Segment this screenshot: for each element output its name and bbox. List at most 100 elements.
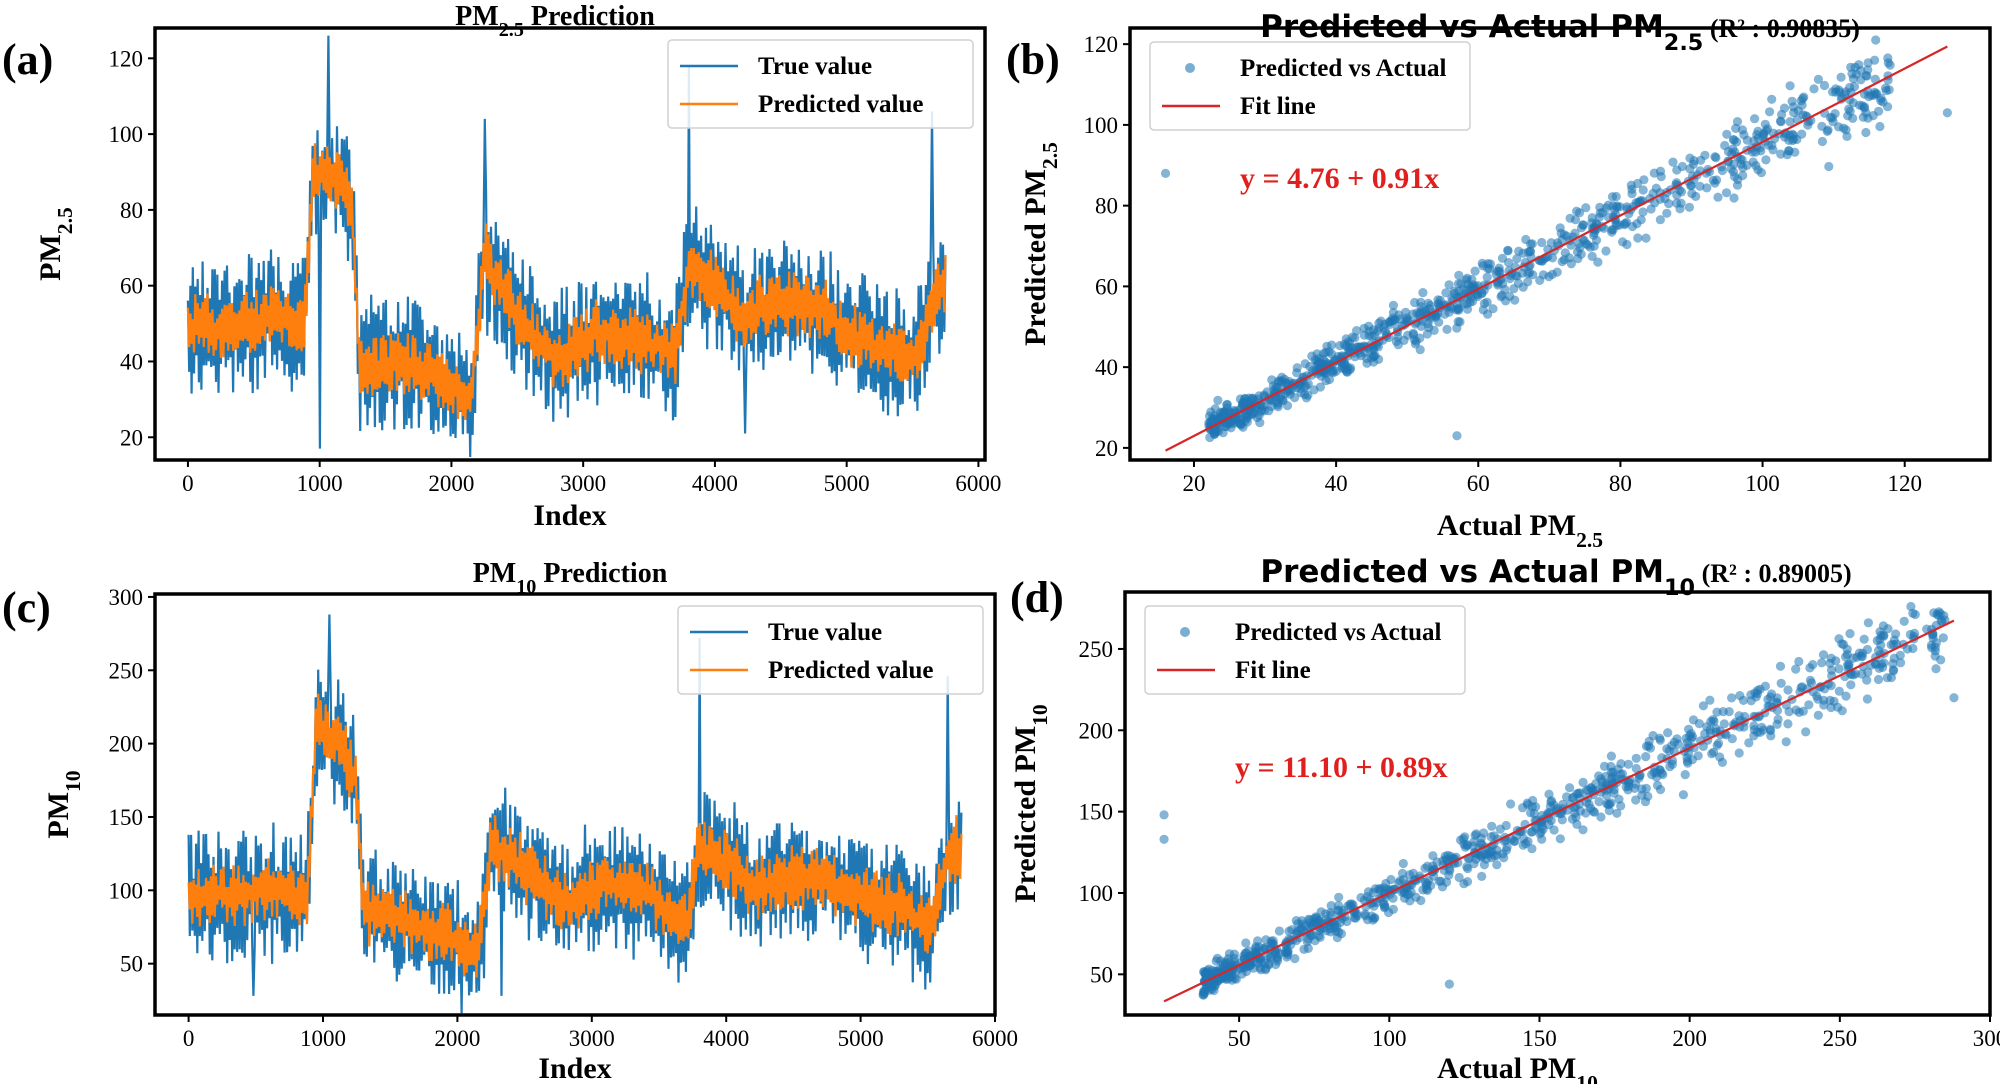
scatter-point — [1444, 979, 1454, 989]
panel-label: (a) — [2, 35, 53, 84]
panel-label: (d) — [1010, 573, 1064, 622]
scatter-point — [1651, 768, 1662, 778]
scatter-point — [1368, 887, 1378, 898]
scatter-point — [1826, 702, 1836, 713]
scatter-point — [1722, 129, 1732, 139]
scatter-point — [1607, 227, 1617, 237]
legend-box — [1144, 605, 1466, 695]
scatter-point — [1594, 797, 1604, 807]
scatter-point — [1695, 181, 1705, 191]
scatter-point — [1631, 763, 1641, 774]
scatter-point — [1581, 203, 1591, 213]
scatter-point — [1644, 741, 1654, 751]
scatter-point — [1616, 801, 1626, 811]
scatter-point — [1395, 876, 1405, 886]
scatter-point — [1627, 189, 1637, 199]
fit-line — [1165, 45, 1948, 452]
scatter-point — [1822, 126, 1832, 136]
scatter-point — [1618, 237, 1628, 247]
scatter-point — [1342, 916, 1352, 927]
scatter-point — [1899, 616, 1909, 626]
scatter-point — [1321, 376, 1331, 386]
scatter-point — [1676, 187, 1687, 197]
scatter-point — [1512, 254, 1522, 264]
scatter-point — [1727, 693, 1737, 703]
scatter-point — [1655, 785, 1666, 795]
x-tick-label: 80 — [1609, 471, 1632, 496]
plot-area-b — [1160, 35, 1952, 452]
scatter-point — [1410, 339, 1420, 349]
x-axis-label-part: Actual PM — [1437, 1052, 1576, 1084]
chart-title-part: 10 — [1664, 575, 1695, 601]
scatter-point — [1641, 233, 1651, 243]
x-tick-label: 5000 — [824, 471, 870, 496]
scatter-point — [1761, 155, 1771, 165]
scatter-point — [1783, 719, 1793, 729]
scatter-point — [1599, 761, 1610, 772]
scatter-point — [1393, 332, 1403, 342]
scatter-point — [1352, 326, 1362, 336]
chart-title-part: 2.5 — [1664, 30, 1704, 56]
scatter-point — [1609, 785, 1619, 795]
x-axis-label: Index — [533, 499, 606, 532]
scatter-point — [1631, 779, 1641, 789]
scatter-point — [1896, 658, 1906, 668]
y-tick-label: 100 — [1079, 881, 1114, 906]
scatter-point — [1502, 842, 1512, 852]
legend-entry: True value — [758, 53, 872, 80]
scatter-point — [1876, 640, 1886, 650]
legend-swatch — [1185, 63, 1195, 73]
scatter-point — [1834, 87, 1844, 97]
scatter-point — [1596, 812, 1606, 822]
y-tick-label: 20 — [120, 425, 143, 450]
y-tick-label: 60 — [1095, 274, 1118, 299]
scatter-point — [1603, 800, 1613, 810]
scatter-point — [1621, 782, 1631, 792]
scatter-point — [1833, 702, 1843, 712]
y-tick-label: 150 — [109, 805, 144, 830]
chart-title: Predicted vs Actual PM10 (R² : 0.89005) — [1260, 554, 1851, 601]
x-axis-label-part: 2.5 — [1576, 528, 1603, 552]
scatter-point — [1402, 889, 1412, 900]
scatter-point — [1572, 819, 1582, 830]
y-axis-label: PM2.5 — [34, 207, 77, 281]
fit-line — [1163, 619, 1955, 1003]
scatter-point — [1453, 303, 1463, 313]
scatter-point — [1926, 640, 1936, 650]
axes-frame — [153, 26, 987, 462]
scatter-point — [1229, 405, 1239, 416]
scatter-point — [1698, 701, 1708, 711]
scatter-point — [1859, 634, 1869, 644]
legend-entry: Predicted vs Actual — [1235, 619, 1442, 646]
scatter-point — [1787, 129, 1797, 139]
scatter-point — [1649, 168, 1659, 178]
scatter-point — [1776, 117, 1786, 127]
scatter-point — [1452, 431, 1462, 441]
y-axis-label-part: 10 — [61, 770, 85, 792]
x-tick-label: 5000 — [838, 1026, 884, 1051]
scatter-point — [1929, 608, 1939, 618]
y-axis-label: Predicted PM2.5 — [1019, 142, 1062, 346]
scatter-point — [1501, 296, 1511, 306]
scatter-point — [1838, 639, 1849, 650]
scatter-point — [1928, 633, 1938, 643]
scatter-point — [1492, 850, 1502, 860]
legend: True value Predicted value — [667, 39, 974, 129]
x-tick-label: 40 — [1325, 471, 1348, 496]
scatter-point — [1523, 247, 1533, 257]
scatter-point — [1583, 240, 1593, 250]
scatter-point — [1627, 221, 1638, 232]
scatter-point — [1931, 664, 1941, 674]
y-tick-label: 50 — [1090, 962, 1113, 987]
scatter-point — [1788, 102, 1799, 112]
scatter-point — [1776, 149, 1786, 159]
x-tick-label: 4000 — [692, 471, 738, 496]
scatter-point — [1796, 96, 1806, 106]
scatter-point — [1942, 108, 1952, 118]
series-predicted-value-line — [187, 693, 963, 978]
scatter-point — [1806, 678, 1817, 688]
scatter-point — [1616, 759, 1626, 769]
scatter-point — [1528, 795, 1538, 806]
scatter-point — [1841, 652, 1851, 662]
scatter-point — [1537, 834, 1547, 844]
